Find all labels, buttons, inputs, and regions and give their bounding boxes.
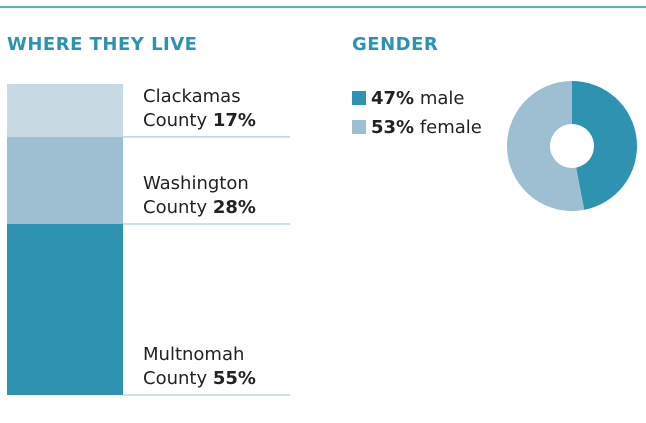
legend-item: 47% male xyxy=(352,88,464,110)
segment-value: 55% xyxy=(212,368,256,389)
segment-label: Multnomah County 55% xyxy=(143,343,283,391)
chart-title: WHERE THEY LIVE xyxy=(7,34,198,55)
bar-segment xyxy=(7,84,123,137)
legend-value: 47% xyxy=(371,88,415,109)
chart-title: GENDER xyxy=(352,34,439,55)
segment-name: Clackamas County xyxy=(143,85,241,131)
legend-item: 53% female xyxy=(352,117,482,139)
segment-value: 28% xyxy=(212,196,256,218)
bar-segment xyxy=(7,223,123,395)
segment-name: Multnomah County xyxy=(143,344,245,389)
donut-slice xyxy=(507,81,585,211)
segment-label: Clackamas County 17% xyxy=(143,85,283,133)
donut-slice xyxy=(572,81,637,210)
legend-value: 53% xyxy=(371,117,415,138)
legend-label: female xyxy=(419,117,482,138)
legend-swatch xyxy=(352,91,366,105)
segment-value: 17% xyxy=(212,109,256,131)
bar-segment xyxy=(7,136,123,224)
segment-name: Washington County xyxy=(143,172,249,218)
legend-label: male xyxy=(419,88,465,109)
legend-swatch xyxy=(352,120,366,134)
segment-label: Washington County 28% xyxy=(143,172,283,220)
